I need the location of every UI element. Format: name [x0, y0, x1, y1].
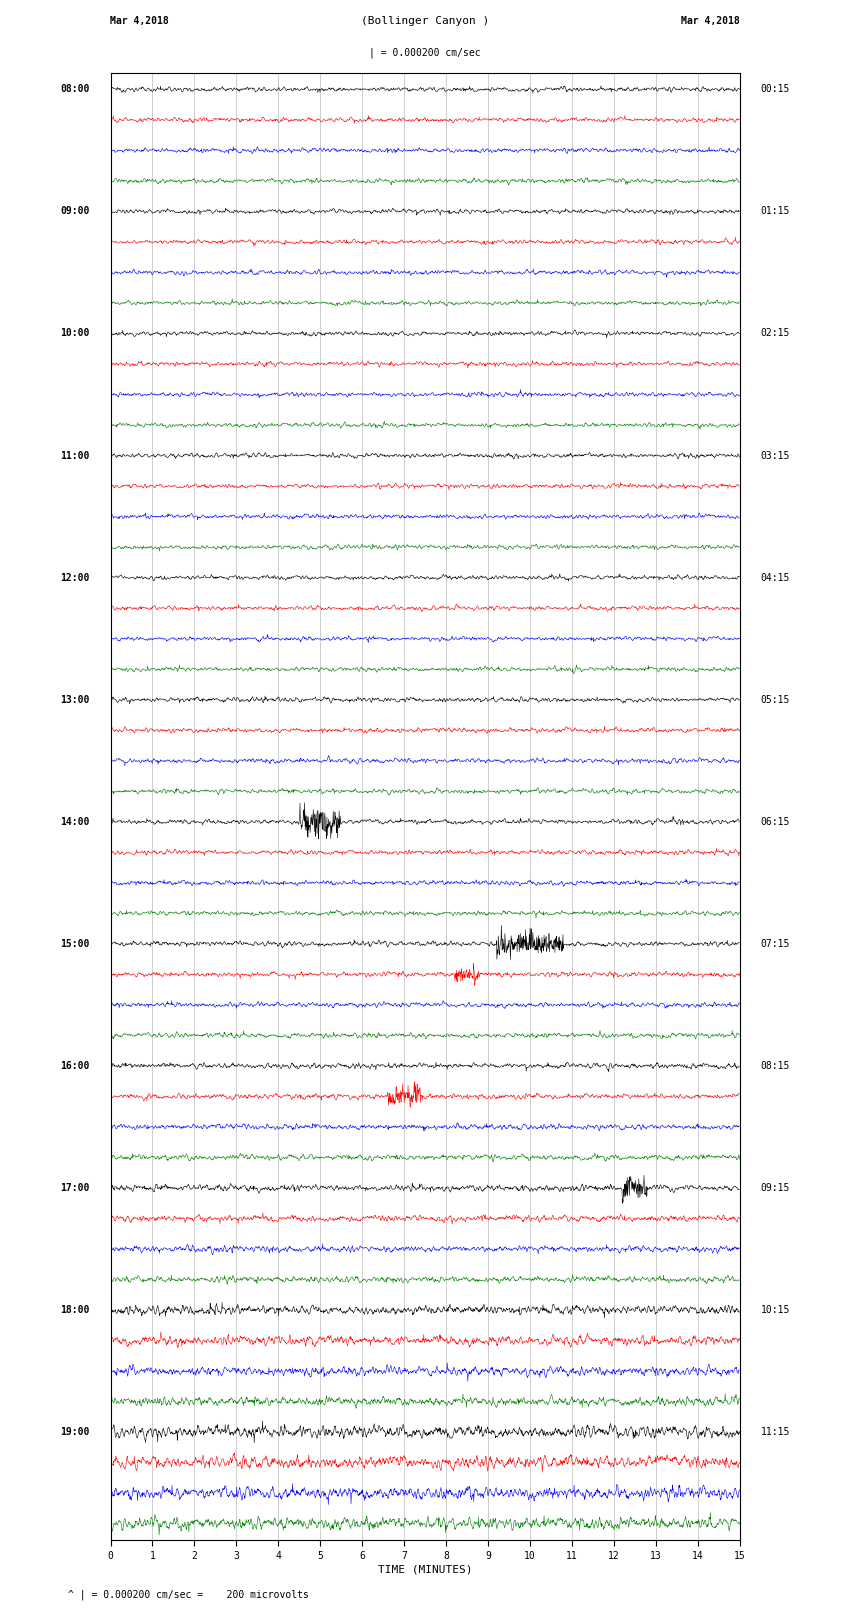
Text: 04:15: 04:15	[761, 573, 790, 582]
Text: 03:15: 03:15	[761, 450, 790, 461]
Text: 11:15: 11:15	[761, 1428, 790, 1437]
Text: Mar 4,2018: Mar 4,2018	[110, 16, 169, 26]
Text: 00:15: 00:15	[761, 84, 790, 95]
Text: 17:00: 17:00	[60, 1182, 89, 1194]
Text: 09:00: 09:00	[60, 206, 89, 216]
Text: 11:00: 11:00	[60, 450, 89, 461]
X-axis label: TIME (MINUTES): TIME (MINUTES)	[377, 1565, 473, 1574]
Text: 12:00: 12:00	[60, 573, 89, 582]
Text: 18:00: 18:00	[60, 1305, 89, 1315]
Text: ^ | = 0.000200 cm/sec =    200 microvolts: ^ | = 0.000200 cm/sec = 200 microvolts	[68, 1589, 309, 1600]
Text: 09:15: 09:15	[761, 1182, 790, 1194]
Text: 01:15: 01:15	[761, 206, 790, 216]
Text: 19:00: 19:00	[60, 1428, 89, 1437]
Text: 08:15: 08:15	[761, 1061, 790, 1071]
Text: 14:00: 14:00	[60, 816, 89, 827]
Text: (Bollinger Canyon ): (Bollinger Canyon )	[361, 16, 489, 26]
Text: 16:00: 16:00	[60, 1061, 89, 1071]
Text: 07:15: 07:15	[761, 939, 790, 948]
Text: 13:00: 13:00	[60, 695, 89, 705]
Text: 06:15: 06:15	[761, 816, 790, 827]
Text: 02:15: 02:15	[761, 329, 790, 339]
Text: Mar 4,2018: Mar 4,2018	[681, 16, 740, 26]
Text: 15:00: 15:00	[60, 939, 89, 948]
Text: 08:00: 08:00	[60, 84, 89, 95]
Text: | = 0.000200 cm/sec: | = 0.000200 cm/sec	[369, 47, 481, 58]
Text: 10:15: 10:15	[761, 1305, 790, 1315]
Text: 05:15: 05:15	[761, 695, 790, 705]
Text: 10:00: 10:00	[60, 329, 89, 339]
